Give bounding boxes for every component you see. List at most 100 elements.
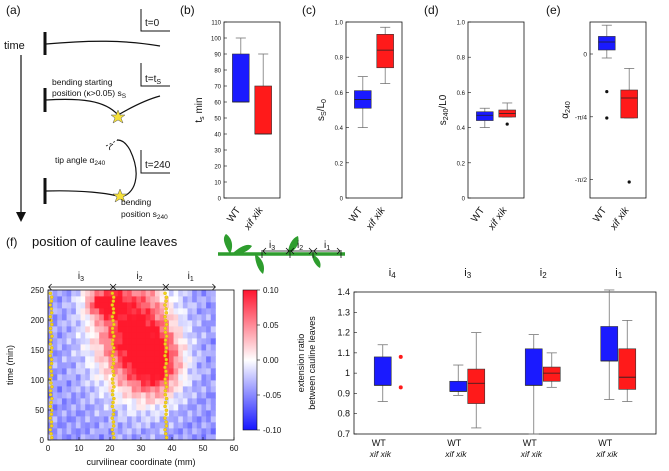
- heatmap-cell: [85, 392, 91, 399]
- heatmap-cell: [131, 422, 137, 429]
- heatmap-cell: [75, 398, 81, 405]
- label-t0: t=0: [145, 18, 160, 29]
- heatmap-cell: [182, 380, 188, 387]
- heatmap-cell: [201, 356, 207, 363]
- heatmap-cell: [52, 428, 58, 435]
- heatmap-cell: [75, 326, 81, 333]
- i3-mutant-box: [467, 368, 486, 404]
- heatmap-cell: [154, 356, 160, 363]
- heatmap-cell: [99, 368, 105, 375]
- internode-bracket: [48, 283, 114, 291]
- heatmap-cell: [173, 290, 179, 297]
- heatmap-cell: [196, 326, 202, 333]
- leaf-position-marker-0: [49, 412, 54, 416]
- heatmap-cell: [71, 428, 77, 435]
- heatmap-cell: [173, 368, 179, 375]
- heatmap-cell: [57, 386, 63, 393]
- heatmap-cell: [71, 296, 77, 303]
- heatmap-cell: [168, 344, 174, 351]
- heatmap-cell: [57, 404, 63, 411]
- y-tick-label: -π/2: [575, 177, 587, 184]
- heatmap-cell: [201, 368, 207, 375]
- heatmap-cell: [196, 410, 202, 417]
- heatmap-cell: [150, 362, 156, 369]
- heatmap-cell: [145, 410, 151, 417]
- heatmap-cell: [52, 404, 58, 411]
- heatmap-cell: [187, 398, 193, 405]
- heatmap-cell: [61, 362, 67, 369]
- x-axis-label: curvilinear coordinate (mm): [86, 457, 195, 467]
- heatmap-cell: [192, 308, 198, 315]
- heatmap-cell: [89, 338, 95, 345]
- leaf-position-marker-0: [48, 353, 53, 358]
- heatmap-cell: [159, 344, 165, 351]
- i3-wt-box: [449, 380, 468, 392]
- heatmap-cell: [122, 380, 128, 387]
- heatmap-cell: [113, 392, 119, 399]
- colorbar-tick-label: 0.00: [263, 356, 279, 365]
- y-axis-label-sub: 240: [565, 101, 572, 113]
- x-category-label: WT: [469, 205, 487, 224]
- heatmap-cell: [210, 422, 216, 429]
- heatmap-cell: [131, 428, 137, 435]
- heatmap-cell: [136, 296, 142, 303]
- leaf-position-marker-2: [164, 350, 168, 354]
- heatmap-cell: [187, 296, 193, 303]
- heatmap-cell: [136, 380, 142, 387]
- heatmap-cell: [80, 350, 86, 357]
- y-tick-label: 0: [462, 197, 466, 203]
- heatmap-cell: [159, 290, 165, 297]
- heatmap-cell: [89, 302, 95, 309]
- heatmap-cell: [192, 398, 198, 405]
- y-axis-label-suffix: min: [194, 97, 205, 116]
- heatmap-cell: [122, 356, 128, 363]
- heatmap-cell: [80, 428, 86, 435]
- tip-angle-label: tip angle α240: [55, 155, 106, 167]
- heatmap-cell: [136, 398, 142, 405]
- heatmap-cell: [210, 344, 216, 351]
- heatmap-cell: [117, 338, 123, 345]
- heatmap-cell: [173, 380, 179, 387]
- heatmap-cell: [61, 428, 67, 435]
- heatmap-cell: [127, 296, 133, 303]
- heatmap-cell: [71, 392, 77, 399]
- heatmap-cell: [75, 380, 81, 387]
- leaf-position-marker-1: [111, 295, 116, 299]
- heatmap-cell: [117, 302, 123, 309]
- heatmap-cell: [52, 320, 58, 327]
- heatmap-cell: [57, 368, 63, 375]
- leaf-position-marker-2: [163, 392, 168, 397]
- heatmap-cell: [117, 320, 123, 327]
- leaf-position-marker-2: [163, 338, 168, 342]
- heatmap-cell: [103, 398, 109, 405]
- leaf-position-marker-1: [110, 314, 115, 319]
- heatmap-cell: [122, 290, 128, 297]
- heatmap-cell: [66, 410, 72, 417]
- heatmap-cell: [103, 314, 109, 321]
- heatmap-cell: [71, 404, 77, 411]
- heatmap-cell: [131, 398, 137, 405]
- heatmap-cell: [210, 290, 216, 297]
- heatmap-cell: [206, 362, 212, 369]
- heatmap-cell: [57, 374, 63, 381]
- heatmap-cell: [154, 434, 160, 440]
- heatmap-cell: [210, 410, 216, 417]
- heatmap-cell: [136, 386, 142, 393]
- heatmap-cell: [159, 434, 165, 440]
- heatmap-cell: [131, 368, 137, 375]
- heatmap-cell: [182, 392, 188, 399]
- y-axis-label-line2: between cauline leaves: [307, 316, 317, 410]
- heatmap-cell: [131, 326, 137, 333]
- leaf-position-marker-0: [48, 291, 53, 296]
- heatmap-cell: [141, 398, 147, 405]
- heatmap-cell: [196, 398, 202, 405]
- heatmap-cell: [178, 314, 184, 321]
- heatmap-cell: [150, 392, 156, 399]
- heatmap-cell: [206, 332, 212, 339]
- heatmap-cell: [201, 344, 207, 351]
- heatmap-cell: [182, 416, 188, 423]
- heatmap-cell: [136, 344, 142, 351]
- heatmap-cell: [159, 422, 165, 429]
- heatmap-cell: [80, 320, 86, 327]
- heatmap-cell: [178, 320, 184, 327]
